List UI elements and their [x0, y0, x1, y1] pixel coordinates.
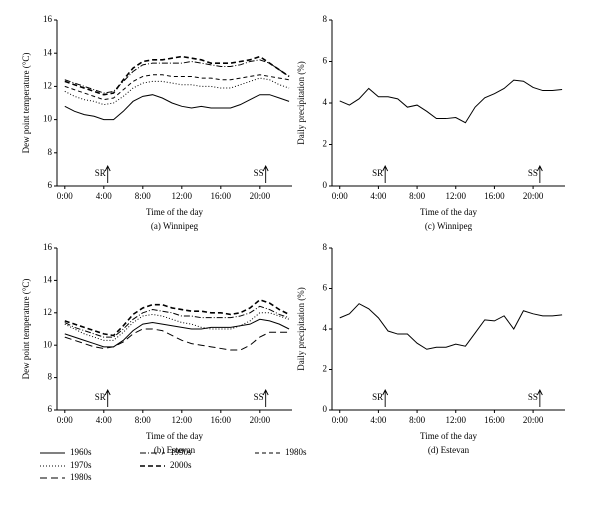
annotation-arrow	[262, 164, 269, 183]
y-tick-label: 0	[323, 404, 328, 414]
x-axis-label: Time of the day	[146, 431, 203, 441]
x-tick-label: 16:00	[211, 191, 232, 201]
x-tick-label: 12:00	[172, 191, 193, 201]
y-tick-label: 6	[48, 404, 53, 414]
x-tick-label: 20:00	[523, 415, 544, 425]
annotation-arrow	[536, 388, 543, 407]
x-tick-label: 12:00	[172, 415, 193, 425]
y-tick-label: 4	[323, 323, 328, 333]
annotation: SS	[254, 392, 264, 402]
y-tick-label: 8	[48, 147, 53, 157]
x-tick-label: 20:00	[250, 191, 271, 201]
y-tick-label: 8	[48, 372, 53, 382]
legend-label: 1970s	[70, 460, 92, 470]
x-tick-label: 16:00	[211, 415, 232, 425]
y-tick-label: 14	[43, 47, 53, 57]
x-axis-label: Time of the day	[420, 431, 477, 441]
x-tick-label: 12:00	[445, 191, 466, 201]
x-tick-label: 4:00	[370, 191, 387, 201]
x-tick-label: 8:00	[409, 191, 426, 201]
y-tick-label: 10	[43, 114, 53, 124]
x-tick-label: 8:00	[409, 415, 426, 425]
annotation: SR	[372, 392, 383, 402]
line-series	[64, 74, 290, 101]
line-series	[64, 77, 290, 106]
x-tick-label: 4:00	[96, 415, 113, 425]
y-tick-label: 8	[323, 242, 328, 252]
annotation-arrow	[104, 388, 111, 407]
y-tick-label: 6	[323, 56, 328, 66]
y-tick-label: 8	[323, 14, 328, 24]
y-tick-label: 6	[323, 283, 328, 293]
legend-label: 2000s	[170, 460, 192, 470]
y-tick-label: 16	[43, 242, 53, 252]
y-tick-label: 12	[43, 80, 52, 90]
legend-label: 1980s	[285, 447, 307, 457]
y-axis-label: Daily precipitation (%)	[296, 287, 306, 370]
annotation-arrow	[104, 164, 111, 183]
annotation-arrow	[262, 388, 269, 407]
annotation: SR	[95, 392, 106, 402]
x-tick-label: 8:00	[135, 415, 152, 425]
caption: (d) Estevan	[428, 445, 470, 455]
annotation: SS	[254, 168, 264, 178]
line-series	[64, 328, 290, 351]
y-tick-label: 14	[43, 274, 53, 284]
caption: (c) Winnipeg	[425, 221, 473, 231]
x-tick-label: 12:00	[445, 415, 466, 425]
line-series	[64, 94, 290, 121]
line-series	[64, 305, 290, 338]
y-tick-label: 10	[43, 339, 53, 349]
annotation: SR	[95, 168, 106, 178]
x-axis-label: Time of the day	[146, 207, 203, 217]
y-tick-label: 4	[323, 97, 328, 107]
y-tick-label: 0	[323, 180, 328, 190]
y-tick-label: 2	[323, 139, 328, 149]
annotation-arrow	[536, 164, 543, 183]
caption: (a) Winnipeg	[151, 221, 199, 231]
x-tick-label: 0:00	[332, 415, 349, 425]
line-series	[64, 298, 290, 337]
x-tick-label: 8:00	[135, 191, 152, 201]
y-tick-label: 16	[43, 14, 53, 24]
line-series	[339, 79, 563, 124]
line-series	[64, 55, 290, 96]
x-tick-label: 0:00	[332, 191, 349, 201]
line-series	[339, 303, 563, 350]
x-axis-label: Time of the day	[420, 207, 477, 217]
x-tick-label: 0:00	[57, 415, 74, 425]
y-tick-label: 6	[48, 180, 53, 190]
annotation-arrow	[382, 388, 389, 407]
x-tick-label: 16:00	[484, 415, 505, 425]
y-axis-label: Daily precipitation (%)	[296, 61, 306, 144]
legend-label: 1960s	[70, 447, 92, 457]
annotation: SR	[372, 168, 383, 178]
y-axis-label: Dew point temperature (°C)	[21, 53, 31, 154]
annotation: SS	[528, 168, 538, 178]
line-series	[64, 59, 290, 94]
legend-label: 1980s	[70, 472, 92, 482]
x-tick-label: 16:00	[484, 191, 505, 201]
x-tick-label: 0:00	[57, 191, 74, 201]
x-tick-label: 4:00	[370, 415, 387, 425]
x-tick-label: 20:00	[523, 191, 544, 201]
y-axis-label: Dew point temperature (°C)	[21, 279, 31, 380]
annotation-arrow	[382, 164, 389, 183]
y-tick-label: 2	[323, 364, 328, 374]
x-tick-label: 20:00	[250, 415, 271, 425]
legend-label: 1990s	[170, 447, 192, 457]
y-tick-label: 12	[43, 307, 52, 317]
annotation: SS	[528, 392, 538, 402]
caption: (b) Estevan	[154, 445, 196, 455]
x-tick-label: 4:00	[96, 191, 113, 201]
line-series	[64, 318, 290, 348]
